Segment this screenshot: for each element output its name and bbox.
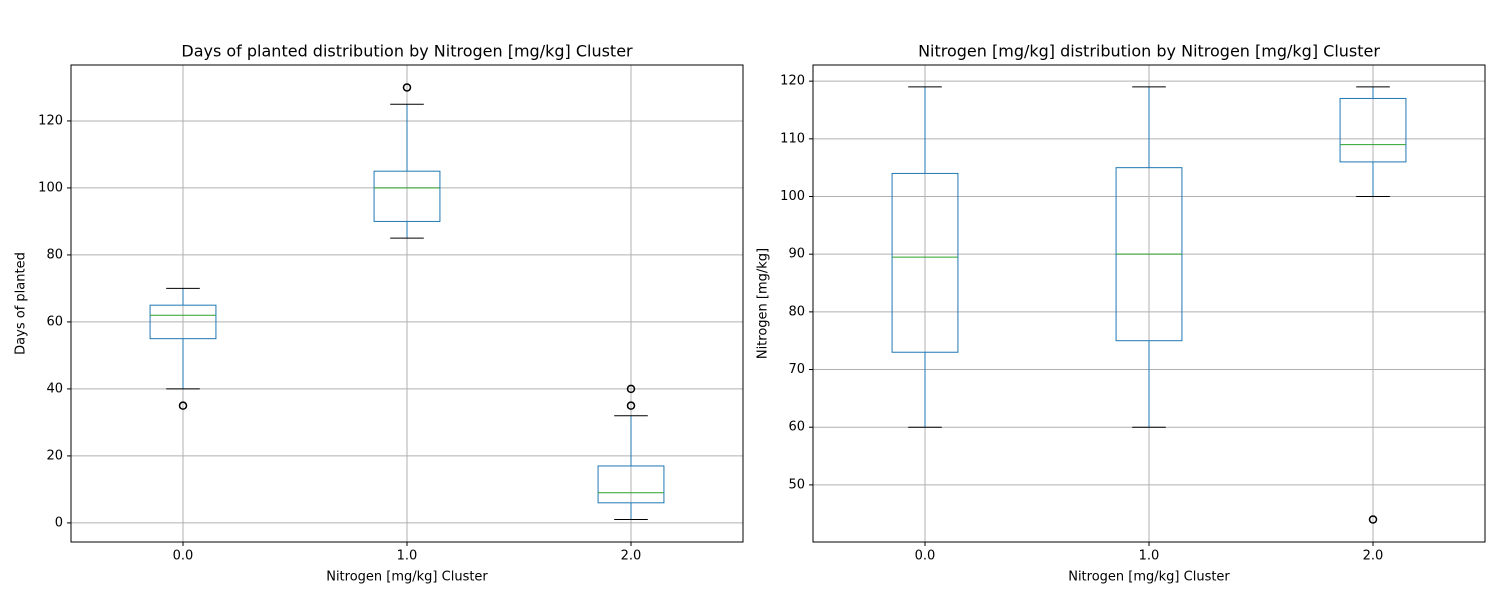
x-tick-label: 0.0: [915, 549, 936, 564]
box: [373, 170, 441, 222]
x-tick-label: 1.0: [397, 549, 418, 564]
y-tick-label: 100: [38, 180, 63, 195]
y-axis-label: Days of planted: [14, 252, 29, 355]
y-tick-label: 120: [38, 113, 63, 128]
box: [891, 172, 959, 353]
y-tick-label: 60: [788, 420, 805, 435]
x-axis-label: Nitrogen [mg/kg] Cluster: [326, 570, 488, 585]
x-tick-label: 1.0: [1139, 549, 1160, 564]
flier: [402, 83, 412, 92]
x-tick-label: 0.0: [173, 549, 194, 564]
box: [149, 304, 217, 340]
y-tick-label: 90: [788, 247, 805, 262]
x-axis-label: Nitrogen [mg/kg] Cluster: [1068, 570, 1230, 585]
plot-frame: [70, 64, 744, 543]
flier: [178, 401, 188, 410]
x-tick-label: 2.0: [1363, 549, 1384, 564]
y-tick-label: 40: [46, 381, 63, 396]
y-tick-label: 70: [788, 362, 805, 377]
y-tick-label: 20: [46, 448, 63, 463]
y-tick-label: 80: [788, 304, 805, 319]
chart-title: Nitrogen [mg/kg] distribution by Nitroge…: [918, 42, 1380, 61]
plot-frame: [812, 64, 1486, 543]
y-tick-label: 60: [46, 314, 63, 329]
chart-title: Days of planted distribution by Nitrogen…: [181, 42, 633, 61]
y-axis-label: Nitrogen [mg/kg]: [756, 248, 771, 359]
flier: [626, 401, 636, 410]
y-tick-label: 120: [780, 74, 805, 89]
y-tick-label: 80: [46, 247, 63, 262]
flier: [626, 384, 636, 394]
y-tick-label: 100: [780, 189, 805, 204]
box: [1339, 97, 1407, 163]
y-tick-label: 0: [55, 515, 63, 530]
y-tick-label: 50: [788, 477, 805, 492]
box: [597, 465, 665, 504]
y-tick-label: 110: [780, 131, 805, 146]
flier: [1368, 515, 1378, 524]
x-tick-label: 2.0: [621, 549, 642, 564]
